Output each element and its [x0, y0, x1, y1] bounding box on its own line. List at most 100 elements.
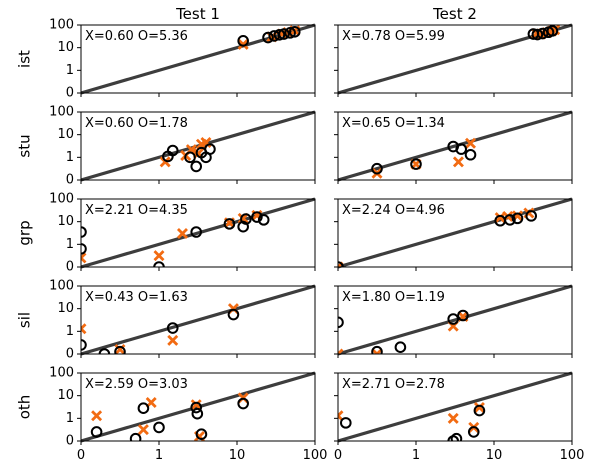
panel-annotation-oth-2: X=2.71 O=2.78 — [342, 377, 445, 392]
panel-frame-sil-2 — [337, 285, 573, 355]
diagonal-line-ist-1 — [80, 23, 316, 95]
o-marker-oth-1-0 — [90, 426, 103, 438]
y-tick-label-ist-1-3: 100 — [49, 18, 74, 33]
o-marker-sil-2-4 — [457, 309, 469, 322]
x-marker-oth-2-1 — [447, 412, 459, 424]
panel-frame-oth-2 — [337, 372, 573, 442]
row-label-ist: ist — [16, 50, 34, 68]
panel-frame-sil-1 — [80, 285, 316, 355]
o-marker-grp-1-2 — [153, 261, 165, 267]
y-tick-label-ist-1-2: 10 — [57, 40, 74, 55]
panel-frame-grp-1 — [80, 198, 316, 268]
x-marker-oth-1-0 — [91, 410, 103, 422]
o-marker-oth-2-3 — [467, 426, 480, 438]
o-marker-stu-2-1 — [410, 158, 422, 170]
o-marker-oth-1-7 — [237, 397, 249, 410]
o-marker-stu-1-1 — [166, 144, 179, 157]
o-marker-oth-1-3 — [153, 421, 165, 434]
y-tick-label-oth-1-2: 10 — [57, 388, 74, 403]
column-title-1: Test 1 — [175, 5, 220, 23]
o-marker-grp-2-3 — [511, 212, 524, 225]
o-marker-sil-2-3 — [447, 313, 460, 325]
o-marker-grp-2-4 — [525, 210, 538, 222]
x-marker-sil-2-0 — [338, 348, 344, 354]
panel-annotation-grp-1: X=2.21 O=4.35 — [85, 203, 188, 218]
row-label-grp: grp — [16, 220, 34, 245]
y-tick-label-sil-1-3: 100 — [49, 279, 74, 294]
o-marker-oth-1-1 — [129, 432, 142, 441]
o-marker-oth-2-4 — [473, 404, 486, 417]
o-marker-grp-1-3 — [190, 226, 203, 238]
panel-annotation-grp-2: X=2.24 O=4.96 — [342, 203, 445, 218]
panel-frame-stu-2 — [337, 111, 573, 181]
x-marker-oth-1-3 — [190, 399, 202, 411]
panel-frame-grp-2 — [337, 198, 573, 268]
panel-annotation-oth-1: X=2.59 O=3.03 — [85, 377, 188, 392]
x-tick-label-oth-1-3: 100 — [303, 448, 328, 463]
x-tick-label-oth-1-0: 0 — [77, 448, 85, 463]
y-tick-label-oth-1-1: 1 — [66, 411, 74, 426]
o-marker-ist-1-5 — [284, 27, 296, 39]
diagonal-line-grp-1 — [80, 197, 316, 269]
x-marker-sil-2-1 — [371, 348, 383, 354]
o-marker-grp-1-4 — [223, 218, 236, 230]
o-marker-stu-1-3 — [190, 160, 203, 173]
x-marker-grp-1-4 — [237, 212, 249, 224]
o-marker-oth-1-6 — [195, 428, 208, 441]
x-tick-label-oth-1-2: 10 — [229, 448, 246, 463]
o-marker-stu-2-3 — [455, 143, 468, 155]
diagonal-line-oth-2 — [337, 371, 573, 443]
o-marker-ist-1-4 — [278, 28, 290, 40]
x-tick-label-oth-2-2: 10 — [486, 448, 503, 463]
o-marker-ist-1-6 — [288, 26, 301, 38]
diagonal-line-sil-1 — [80, 284, 316, 356]
o-marker-ist-1-3 — [273, 28, 286, 41]
panel-frame-oth-1 — [80, 372, 316, 442]
o-marker-ist-1-1 — [262, 31, 274, 44]
o-marker-sil-1-3 — [166, 322, 179, 334]
o-marker-sil-1-1 — [98, 348, 111, 354]
column-title-2: Test 2 — [432, 5, 477, 23]
y-tick-label-stu-1-0: 0 — [66, 173, 74, 188]
y-tick-label-stu-1-3: 100 — [49, 105, 74, 120]
o-marker-stu-2-4 — [464, 148, 477, 161]
panel-frame-ist-2 — [337, 24, 573, 94]
x-marker-stu-2-1 — [452, 156, 464, 168]
row-label-stu: stu — [16, 134, 34, 157]
panel-annotation-stu-1: X=0.60 O=1.78 — [85, 116, 188, 131]
o-marker-stu-2-0 — [371, 162, 383, 175]
x-tick-label-oth-2-3: 100 — [560, 448, 585, 463]
panel-frame-ist-1 — [80, 24, 316, 94]
x-marker-grp-1-2 — [176, 228, 188, 240]
x-marker-sil-1-0 — [81, 323, 87, 335]
panel-annotation-ist-1: X=0.60 O=5.36 — [85, 29, 188, 44]
o-marker-grp-1-6 — [240, 213, 252, 225]
y-tick-label-stu-1-1: 1 — [66, 150, 74, 165]
x-marker-oth-1-1 — [137, 424, 149, 436]
o-marker-grp-1-1 — [81, 226, 87, 238]
o-marker-grp-1-8 — [257, 214, 270, 226]
o-marker-grp-1-5 — [237, 220, 249, 233]
y-tick-label-grp-1-0: 0 — [66, 260, 74, 275]
o-marker-sil-2-2 — [394, 341, 407, 354]
panel-annotation-stu-2: X=0.65 O=1.34 — [342, 116, 445, 131]
x-marker-ist-1-0 — [237, 38, 249, 50]
y-tick-label-oth-1-3: 100 — [49, 366, 74, 381]
o-marker-stu-1-6 — [204, 143, 216, 155]
y-tick-label-stu-1-2: 10 — [57, 127, 74, 142]
panel-frame-stu-1 — [80, 111, 316, 181]
o-marker-sil-1-0 — [81, 339, 87, 351]
diagonal-line-stu-2 — [337, 110, 573, 182]
x-marker-oth-2-0 — [338, 410, 344, 422]
panel-annotation-ist-2: X=0.78 O=5.99 — [342, 29, 445, 44]
row-label-sil: sil — [16, 312, 34, 328]
x-marker-stu-1-0 — [159, 156, 171, 168]
x-marker-sil-1-1 — [114, 343, 126, 354]
o-marker-oth-2-0 — [340, 417, 352, 429]
o-marker-ist-2-4 — [546, 25, 559, 37]
row-label-oth: oth — [16, 395, 34, 420]
y-tick-label-grp-1-2: 10 — [57, 214, 74, 229]
x-marker-stu-1-4 — [200, 137, 212, 149]
x-tick-label-oth-2-1: 1 — [412, 448, 420, 463]
o-marker-ist-2-1 — [531, 28, 544, 41]
